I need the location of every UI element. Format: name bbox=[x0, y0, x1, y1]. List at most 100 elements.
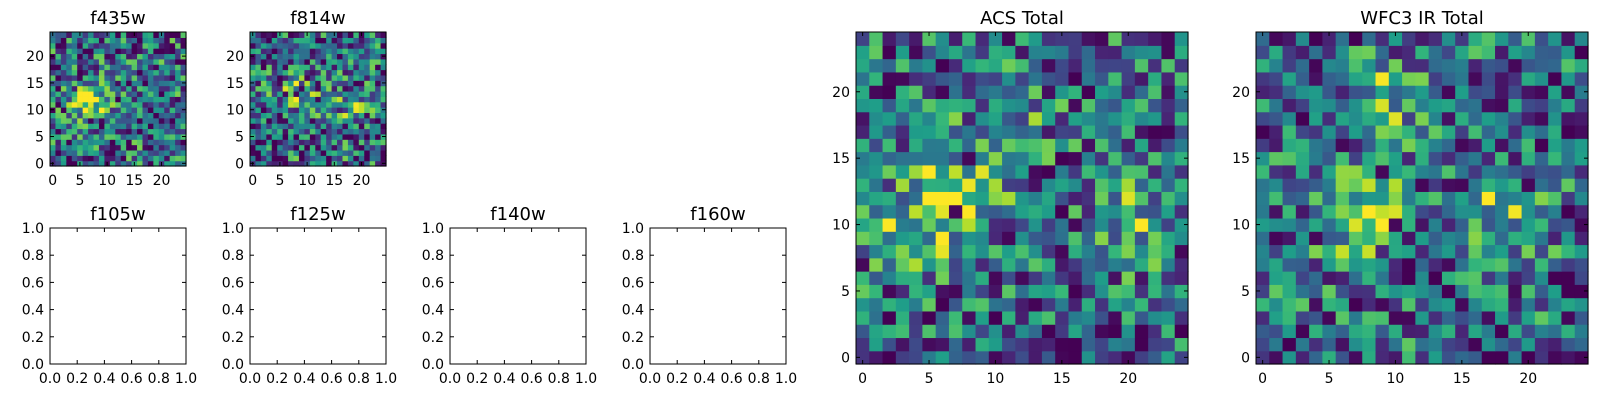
heatmap-cell bbox=[315, 160, 322, 167]
heatmap-cell bbox=[1508, 32, 1523, 46]
heatmap-cell bbox=[55, 48, 62, 55]
heatmap-cell bbox=[1055, 337, 1070, 352]
heatmap-cell bbox=[364, 117, 371, 124]
y-tick-label: 0.8 bbox=[22, 248, 44, 264]
heatmap-cell bbox=[60, 74, 67, 81]
heatmap-cell bbox=[1295, 284, 1310, 299]
heatmap-cell bbox=[298, 144, 305, 151]
heatmap-cell bbox=[337, 80, 344, 87]
heatmap-cell bbox=[1534, 178, 1549, 192]
heatmap-cell bbox=[331, 80, 338, 87]
heatmap-cell bbox=[353, 101, 360, 108]
heatmap-cell bbox=[180, 144, 187, 151]
heatmap-cell bbox=[1481, 231, 1496, 246]
heatmap-cell bbox=[66, 80, 73, 87]
heatmap-cell bbox=[988, 337, 1003, 352]
heatmap-cell bbox=[147, 155, 154, 162]
heatmap-cell bbox=[309, 58, 316, 65]
heatmap-cell bbox=[1574, 350, 1589, 365]
heatmap-cell bbox=[869, 85, 884, 99]
x-tick-label: 0 bbox=[1258, 371, 1267, 387]
heatmap-cell bbox=[131, 155, 138, 162]
heatmap-cell bbox=[1534, 124, 1549, 139]
heatmap-cell bbox=[1055, 297, 1070, 312]
heatmap-cell bbox=[98, 85, 105, 92]
heatmap-cell bbox=[260, 123, 267, 130]
x-tick-label: 20 bbox=[1519, 371, 1537, 387]
heatmap-cell bbox=[147, 123, 154, 130]
heatmap-cell bbox=[55, 139, 62, 146]
heatmap-cell bbox=[1468, 98, 1483, 113]
heatmap-cell bbox=[1028, 111, 1043, 126]
heatmap-cell bbox=[282, 123, 289, 130]
heatmap-cell bbox=[120, 69, 127, 76]
heatmap-cell bbox=[1481, 111, 1496, 126]
heatmap-cell bbox=[120, 64, 127, 71]
heatmap-cell bbox=[315, 112, 322, 119]
heatmap-cell bbox=[1309, 164, 1323, 179]
panel-title-acs-total: ACS Total bbox=[980, 8, 1064, 29]
heatmap-cell bbox=[1108, 32, 1123, 46]
heatmap-cell bbox=[277, 64, 284, 71]
heatmap-cell bbox=[88, 32, 95, 38]
heatmap-cell bbox=[1282, 297, 1297, 312]
heatmap-cell bbox=[1388, 138, 1403, 153]
heatmap-cell bbox=[55, 128, 62, 135]
heatmap-cell bbox=[935, 45, 950, 60]
heatmap-cell bbox=[320, 149, 327, 156]
heatmap-cell bbox=[88, 90, 95, 97]
heatmap-cell bbox=[1095, 178, 1109, 192]
heatmap-cell bbox=[935, 32, 950, 46]
heatmap-cell bbox=[293, 85, 300, 92]
heatmap-cell bbox=[271, 74, 278, 81]
heatmap-cell bbox=[77, 69, 84, 76]
heatmap-cell bbox=[282, 58, 289, 65]
heatmap-cell bbox=[298, 37, 305, 44]
heatmap-cell bbox=[1309, 271, 1323, 285]
heatmap-cell bbox=[895, 58, 910, 73]
heatmap-cell bbox=[337, 101, 344, 108]
heatmap-cell bbox=[337, 42, 344, 49]
heatmap-cell bbox=[131, 117, 138, 124]
heatmap-cell bbox=[115, 123, 122, 130]
heatmap-cell bbox=[1441, 98, 1456, 113]
heatmap-cell bbox=[988, 178, 1003, 192]
heatmap-cell bbox=[320, 90, 327, 97]
heatmap-cell bbox=[175, 123, 182, 130]
heatmap-cell bbox=[1441, 297, 1456, 312]
heatmap-cell bbox=[1362, 350, 1377, 365]
heatmap-cell bbox=[320, 133, 327, 140]
heatmap-cell bbox=[120, 90, 127, 97]
heatmap-cell bbox=[271, 80, 278, 87]
y-tick-label: 0 bbox=[235, 156, 244, 172]
heatmap-cell bbox=[1161, 111, 1176, 126]
heatmap-cell bbox=[98, 101, 105, 108]
heatmap-cell bbox=[988, 310, 1003, 325]
heatmap-cell bbox=[1322, 350, 1337, 365]
heatmap-cell bbox=[895, 85, 910, 99]
heatmap-cell bbox=[180, 69, 187, 76]
heatmap-cell bbox=[55, 80, 62, 87]
heatmap-cell bbox=[353, 80, 360, 87]
heatmap-cell bbox=[1282, 244, 1297, 259]
y-tick-label: 0.4 bbox=[422, 303, 444, 319]
heatmap-cell bbox=[1256, 284, 1270, 299]
heatmap-cell bbox=[1455, 85, 1470, 99]
heatmap-cell bbox=[948, 204, 963, 219]
heatmap-cell bbox=[922, 297, 937, 312]
heatmap-cell bbox=[315, 90, 322, 97]
heatmap-cell bbox=[1041, 45, 1056, 60]
heatmap-cell bbox=[1441, 71, 1456, 86]
heatmap-cell bbox=[66, 58, 73, 65]
heatmap-cell bbox=[1375, 244, 1390, 259]
heatmap-cell bbox=[137, 144, 144, 151]
heatmap-cell bbox=[1002, 178, 1016, 192]
heatmap-cell bbox=[1068, 85, 1083, 99]
heatmap-cell bbox=[115, 74, 122, 81]
heatmap-cell bbox=[1081, 124, 1096, 139]
heatmap-cell bbox=[347, 112, 354, 119]
heatmap-cell bbox=[158, 42, 165, 49]
heatmap-cell bbox=[358, 128, 365, 135]
heatmap-cell bbox=[369, 155, 376, 162]
heatmap-cell bbox=[962, 284, 977, 299]
